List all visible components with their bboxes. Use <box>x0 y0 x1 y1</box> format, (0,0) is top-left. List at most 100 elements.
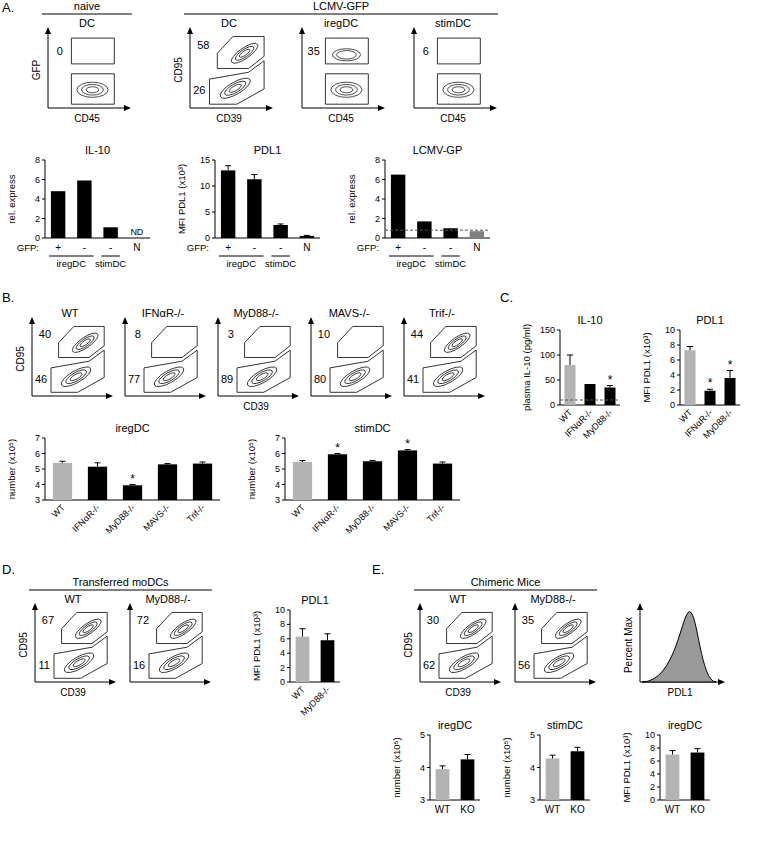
gate <box>62 612 108 643</box>
bar <box>571 751 585 800</box>
axis-arrow <box>32 603 38 610</box>
y-tick <box>557 405 560 406</box>
gate-value: 89 <box>221 373 233 385</box>
contour <box>172 620 194 638</box>
axis-arrow <box>29 317 35 324</box>
error-bar <box>670 751 676 755</box>
x-tick-label: WT <box>665 804 681 815</box>
group-header: Chimeric Mice <box>471 576 541 588</box>
gate <box>439 636 492 678</box>
gate-value: 56 <box>518 659 530 671</box>
contour <box>441 371 455 382</box>
x-label: CD39 <box>216 113 242 124</box>
y-tick <box>282 438 285 439</box>
x-label: PDL1 <box>667 687 692 698</box>
contour <box>79 338 91 348</box>
contour <box>542 649 577 676</box>
plot-title: MyD88-/- <box>145 593 191 605</box>
y-tick <box>557 330 560 331</box>
y-tick <box>287 653 290 654</box>
y-tick-label: 4 <box>670 370 675 380</box>
gate-value: 11 <box>38 659 49 671</box>
group-header: LCMV-GFP <box>313 0 369 12</box>
flow-plot: DCGFPCD450 <box>31 17 131 124</box>
header-rule <box>414 590 597 591</box>
significance: * <box>608 373 613 387</box>
y-tick <box>657 787 660 788</box>
gate <box>338 326 384 357</box>
axis-arrow <box>45 27 51 34</box>
y-tick-label: 2 <box>280 663 285 673</box>
y-tick <box>42 469 45 470</box>
y-tick <box>382 199 385 200</box>
y-axis <box>32 320 33 396</box>
bar-chart: stimDCnumber (x10⁵)345WTKO <box>501 719 590 815</box>
chart-title: iregDC <box>668 719 702 731</box>
bar <box>53 463 72 500</box>
gate-value: 8 <box>135 328 141 340</box>
bar <box>433 464 452 500</box>
contour <box>234 44 256 63</box>
contour <box>553 616 584 642</box>
y-tick-label: 100 <box>540 350 555 360</box>
y-tick <box>382 160 385 161</box>
y-tick-label: 5 <box>35 464 40 474</box>
panel-label: E. <box>372 562 384 577</box>
y-label: plasma IL-10 (pg/ml) <box>521 324 532 411</box>
category-title: GFP: <box>187 242 209 253</box>
chart-title: IL-10 <box>577 314 602 326</box>
group-rule <box>271 256 289 257</box>
x-label: CD45 <box>440 113 466 124</box>
bar-chart: PDL1MFI PDL1 (x10³)0246810WTMyD88-/- <box>251 594 340 718</box>
bars <box>293 450 452 500</box>
bar-chart: IL-10plasma IL-10 (pg/ml)050100150*WTIFN… <box>521 314 620 441</box>
y-tick-label: 2 <box>670 385 675 395</box>
gate <box>71 74 114 104</box>
x-tick-label: IFNαR-/- <box>310 502 342 534</box>
contour <box>448 84 470 95</box>
y-tick-label: 2 <box>35 214 40 224</box>
bar <box>691 753 705 800</box>
x-tick-label: - <box>253 242 256 253</box>
axis-arrow <box>385 393 392 399</box>
y-axis <box>414 30 415 108</box>
gate <box>431 326 477 357</box>
y-tick-label: 8 <box>35 155 40 165</box>
y-label: CD95 <box>173 57 184 83</box>
y-tick <box>42 179 45 180</box>
contour <box>467 624 479 634</box>
gate-value: 6 <box>423 45 429 57</box>
y-tick-label: 3 <box>35 495 40 505</box>
y-tick <box>677 330 680 331</box>
gate <box>144 350 197 392</box>
y-tick-label: 8 <box>670 340 675 350</box>
axis-arrow <box>199 393 206 399</box>
gate-value: 46 <box>35 373 47 385</box>
y-tick-label: 6 <box>670 355 675 365</box>
y-tick <box>42 238 45 239</box>
bar <box>363 461 382 500</box>
y-tick <box>42 199 45 200</box>
bar <box>666 755 680 801</box>
gate <box>325 74 368 104</box>
contour <box>332 49 360 61</box>
y-label: GFP <box>31 59 42 80</box>
bar-chart: iregDCnumber (x10⁵)34567*WTIFNαR-/-MyD88… <box>6 422 220 536</box>
contour <box>72 657 86 668</box>
bar <box>725 378 736 405</box>
y-label: rel. express <box>6 174 17 223</box>
x-axis <box>218 396 296 397</box>
x-label: CD39 <box>445 687 471 698</box>
contour <box>229 40 261 67</box>
bars <box>51 180 118 238</box>
bar-chart: stimDCnumber (x10⁵)34567**WTIFNαR-/-MyD8… <box>246 422 460 536</box>
x-label: CD39 <box>60 687 86 698</box>
bar-chart: PDL1MFI PDL1 (x10³)051015+--NGFP:iregDCs… <box>176 144 320 269</box>
axis-arrow <box>124 105 131 111</box>
gate-value: 58 <box>197 39 209 51</box>
gate-value: 41 <box>407 373 419 385</box>
contour <box>167 657 181 668</box>
plot-title: WT <box>449 593 466 605</box>
x-tick-label: MyD88-/- <box>344 502 377 535</box>
bar <box>88 467 107 500</box>
